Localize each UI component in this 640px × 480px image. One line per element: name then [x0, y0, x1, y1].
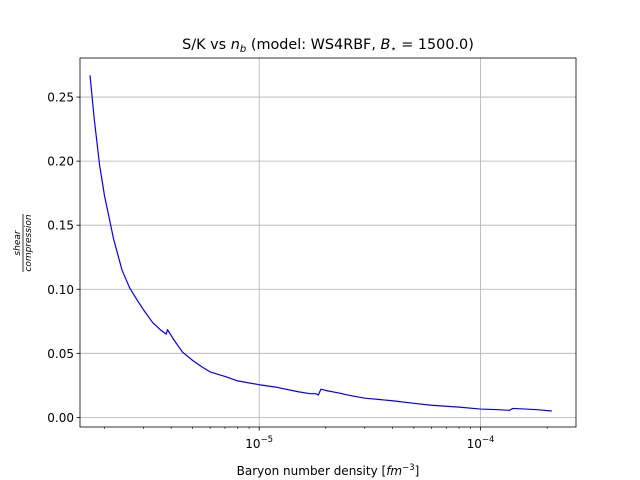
chart-title: S/K vs nb (model: WS4RBF, B⋆ = 1500.0): [182, 37, 474, 55]
y-axis-label-denominator: compression: [24, 214, 34, 272]
x-axis-label: Baryon number density [fm−3]: [237, 463, 420, 478]
x-tick-label: 10−5: [245, 435, 273, 451]
grid-lines: [80, 58, 576, 427]
title-variable-subscript: b: [240, 44, 246, 55]
y-tick-label: 0.10: [47, 283, 74, 297]
x-axis-label-text: Baryon number density [: [237, 464, 387, 478]
title-variable: n: [231, 37, 240, 53]
title-model: (model: WS4RBF,: [246, 37, 380, 53]
y-tick-label: 0.00: [47, 411, 74, 425]
y-tick-label: 0.20: [47, 155, 74, 169]
x-axis-label-unit: fm: [386, 464, 402, 478]
x-tick-label: 10−4: [467, 435, 495, 451]
title-bstar-subscript: ⋆: [390, 44, 396, 55]
y-tick-labels: 0.00 0.05 0.10 0.15 0.20 0.25: [47, 91, 74, 425]
y-axis-label: shear compression: [13, 214, 34, 272]
series-layer: [89, 75, 552, 412]
series-line: [89, 75, 552, 412]
x-axis-label-exponent: −3: [402, 463, 415, 473]
title-bstar: B: [381, 37, 391, 53]
axis-ticks: [76, 96, 548, 431]
y-tick-label: 0.15: [47, 219, 74, 233]
plot-area-frame: [79, 57, 577, 428]
title-prefix: S/K vs: [182, 37, 231, 53]
y-tick-label: 0.25: [47, 91, 74, 105]
y-axis-label-numerator: shear: [13, 229, 23, 255]
x-axis-label-close: ]: [415, 464, 420, 478]
x-tick-labels: 10−5 10−4: [245, 435, 494, 451]
title-bstar-value: = 1500.0): [397, 37, 474, 53]
y-tick-label: 0.05: [47, 347, 74, 361]
